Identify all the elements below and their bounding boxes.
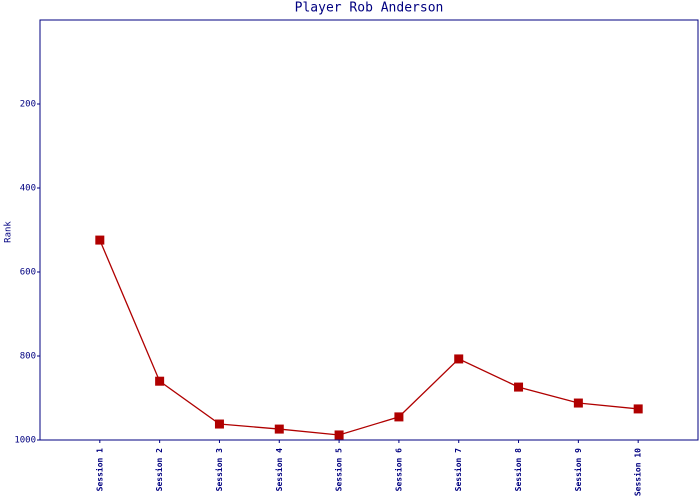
x-tick-label: Session 10 xyxy=(633,448,643,496)
marker xyxy=(274,424,284,434)
marker xyxy=(334,430,344,440)
marker xyxy=(514,382,524,392)
x-tick-label: Session 5 xyxy=(334,448,344,492)
x-tick-label: Session 6 xyxy=(393,448,403,492)
x-tick-label: Session 2 xyxy=(154,448,164,492)
y-tick-label: 800 xyxy=(20,352,36,362)
x-tick-label: Session 9 xyxy=(573,448,583,492)
y-axis-label: Rank xyxy=(4,221,14,243)
marker xyxy=(155,376,165,386)
x-tick-label: Session 4 xyxy=(274,448,284,492)
x-tick-label: Session 8 xyxy=(513,448,523,492)
y-tick-label: 1000 xyxy=(14,436,36,446)
chart-title: Player Rob Anderson xyxy=(295,1,444,16)
plot-frame xyxy=(39,19,699,441)
x-tick-label: Session 3 xyxy=(214,448,224,492)
marker xyxy=(214,419,224,429)
marker xyxy=(394,412,404,422)
x-tick-label: Session 1 xyxy=(94,448,104,492)
marker xyxy=(95,235,105,245)
marker xyxy=(573,398,583,408)
y-tick-label: 600 xyxy=(20,268,36,278)
marker xyxy=(454,354,464,364)
y-tick-label: 400 xyxy=(20,184,36,194)
line xyxy=(99,239,639,436)
marker xyxy=(633,404,643,414)
y-tick-label: 200 xyxy=(20,100,36,110)
x-tick-label: Session 7 xyxy=(453,448,463,492)
